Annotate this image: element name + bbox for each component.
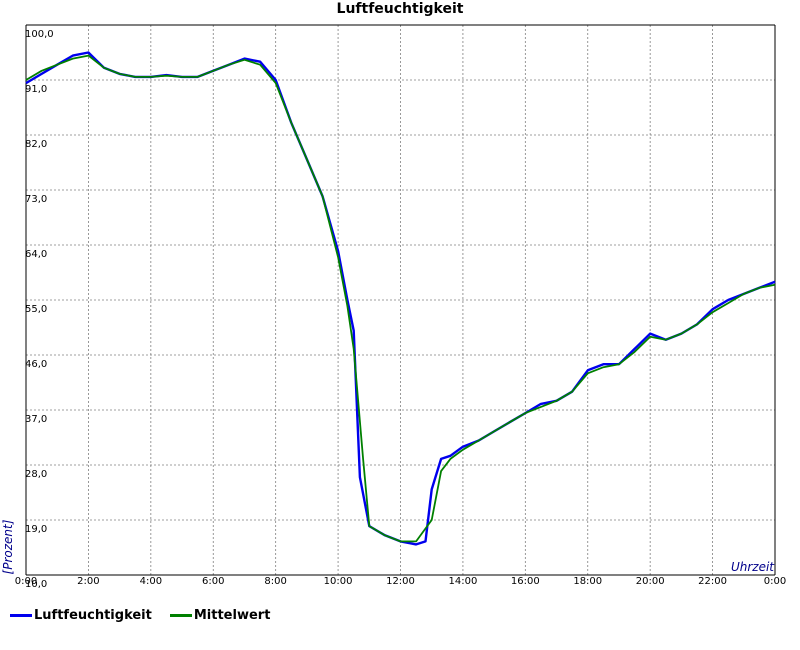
x-tick-label: 20:00 <box>636 576 665 587</box>
legend-item-humidity: Luftfeuchtigkeit <box>10 608 152 623</box>
series-line-mean <box>25 54 776 543</box>
y-tick-label: 100,0 <box>25 29 54 40</box>
y-tick-label: 28,0 <box>25 469 47 480</box>
x-tick-label: 18:00 <box>573 576 602 587</box>
y-tick-label: 64,0 <box>25 249 47 260</box>
y-axis-label: [Prozent] <box>1 519 15 574</box>
legend-label-humidity: Luftfeuchtigkeit <box>34 608 152 623</box>
legend-swatch-mean <box>169 614 192 617</box>
y-tick-labels: 10,0 19,0 28,0 37,0 46,0 55,0 64,0 73,0 82,0 91,0… <box>25 29 54 590</box>
y-tick-label: 55,0 <box>25 304 47 315</box>
grid <box>26 25 775 575</box>
y-tick-label: 82,0 <box>25 139 47 150</box>
chart-title: Luftfeuchtigkeit <box>337 1 464 17</box>
x-tick-label: 12:00 <box>386 576 415 587</box>
x-tick-label: 6:00 <box>202 576 224 587</box>
x-tick-label: 8:00 <box>264 576 286 587</box>
y-tick-label: 46,0 <box>25 359 47 370</box>
legend-item-mean: Mittelwert <box>169 608 271 623</box>
x-tick-label: 10:00 <box>324 576 353 587</box>
legend-swatch-humidity <box>10 614 32 617</box>
x-tick-label: 14:00 <box>449 576 478 587</box>
y-tick-label: 91,0 <box>25 84 47 95</box>
x-tick-label: 0:00 <box>764 576 786 587</box>
legend-label-mean: Mittelwert <box>193 608 271 623</box>
y-tick-label: 10,0 <box>25 579 47 590</box>
x-tick-label: 2:00 <box>77 576 99 587</box>
x-tick-label: 16:00 <box>511 576 540 587</box>
x-tick-label: 22:00 <box>698 576 727 587</box>
y-tick-label: 19,0 <box>25 524 47 535</box>
series <box>25 51 776 546</box>
x-tick-labels: 0:00 2:00 4:00 6:00 8:00 10:00 12:00 14:00 16:00… <box>15 576 786 587</box>
y-tick-label: 73,0 <box>25 194 47 205</box>
x-tick-label: 4:00 <box>140 576 162 587</box>
x-tick-label: 0:00 <box>15 576 37 587</box>
legend: Luftfeuchtigkeit Mittelwert <box>10 608 288 623</box>
axes <box>25 24 776 576</box>
x-axis-label: Uhrzeit <box>731 560 775 574</box>
y-tick-label: 37,0 <box>25 414 47 425</box>
